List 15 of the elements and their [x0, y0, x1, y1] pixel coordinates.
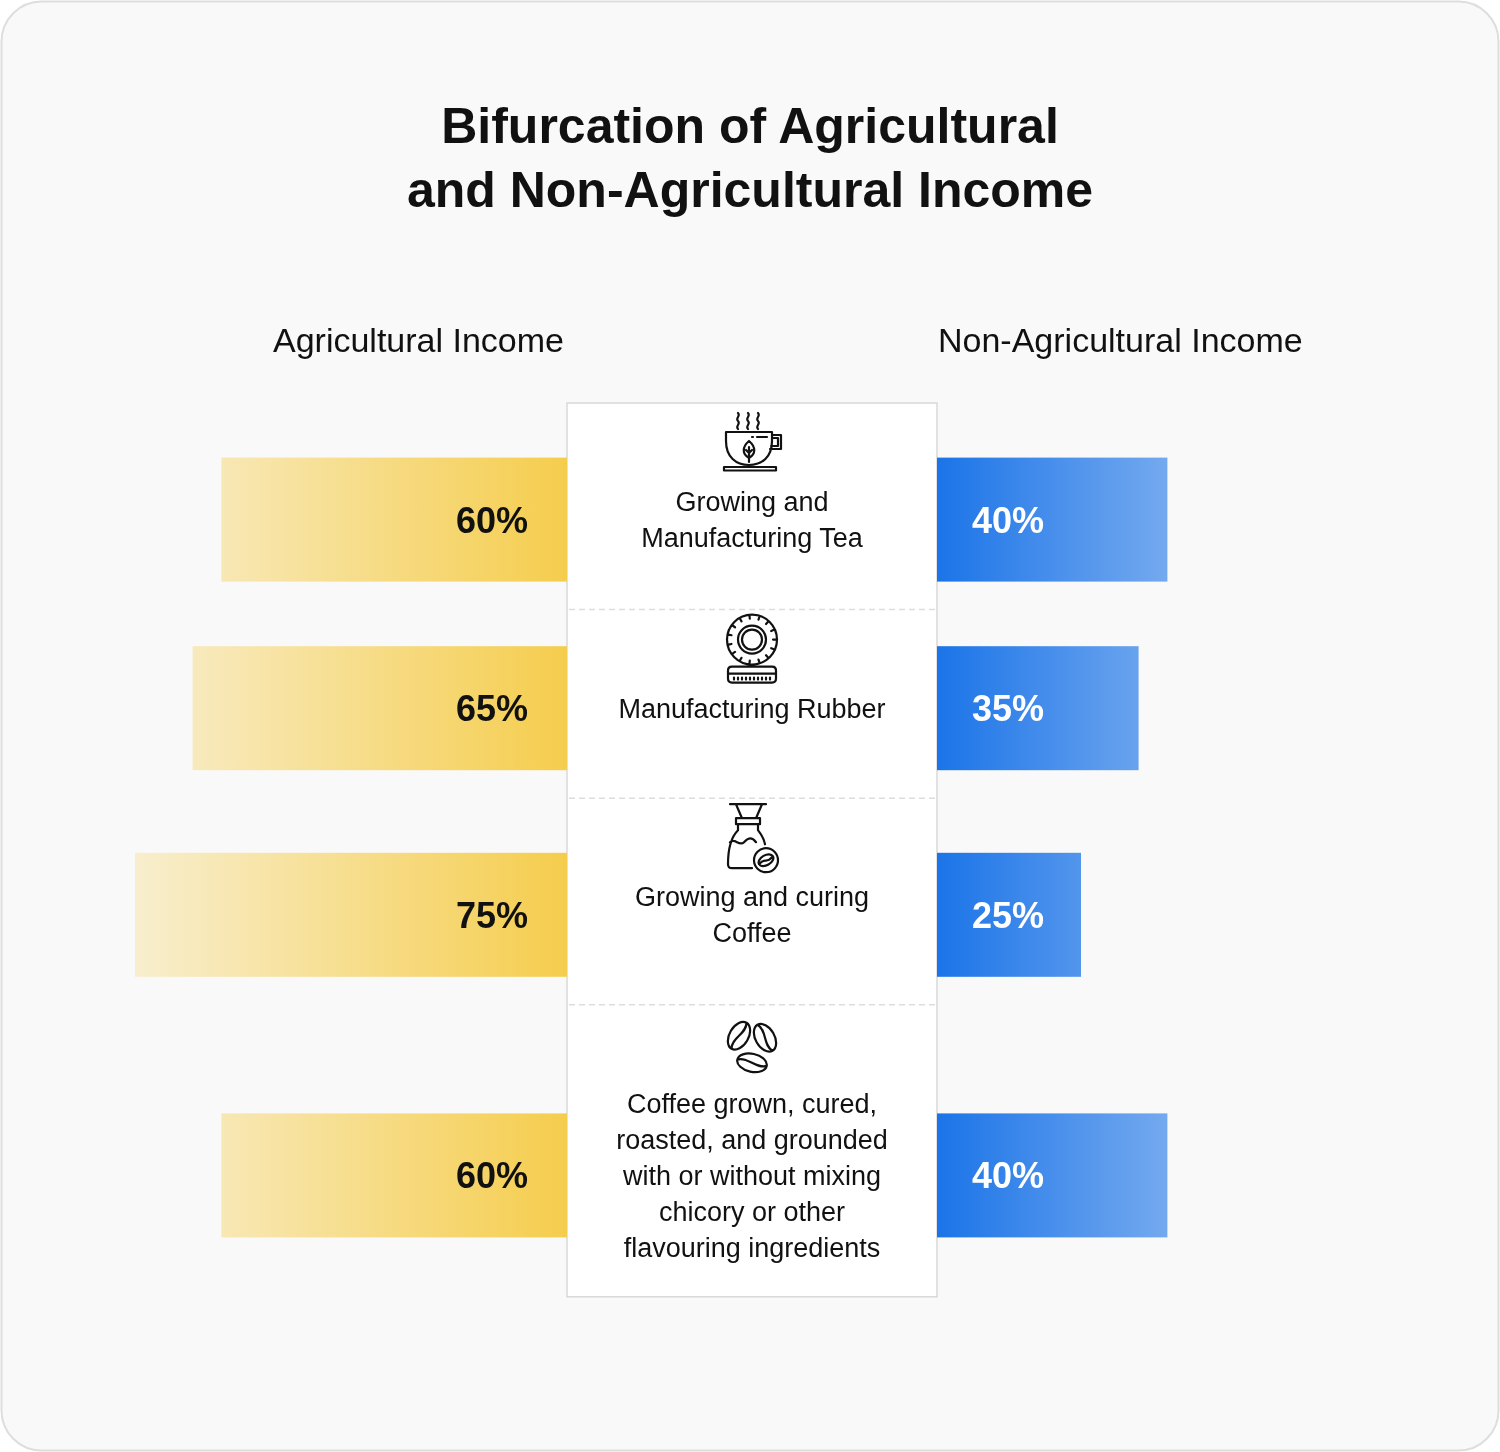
- data-label: 75%: [455, 894, 528, 936]
- text: Non-Agricultural Income: [938, 321, 1303, 359]
- data-label: 60%: [455, 1155, 528, 1197]
- data-label: 35%: [972, 688, 1045, 730]
- text: Agricultural Income: [272, 321, 564, 359]
- data-label: 65%: [455, 688, 528, 730]
- y-tick-label: Coffee grown, cured, roasted, and grounded with or without mixing chicory or other flavouring ingredients: [616, 1088, 888, 1263]
- data-label: 40%: [972, 1155, 1045, 1197]
- data-label: 40%: [972, 499, 1045, 541]
- y-tick-label: Manufacturing Rubber: [618, 693, 886, 724]
- text: Bifurcation of Agricultural and Non-Agricultural Income: [406, 98, 1094, 218]
- data-label: 60%: [455, 499, 528, 541]
- y-tick-label: Growing and curing Coffee: [634, 882, 870, 949]
- y-tick-label: Growing and Manufacturing Tea: [641, 487, 864, 553]
- data-label: 25%: [972, 894, 1045, 936]
